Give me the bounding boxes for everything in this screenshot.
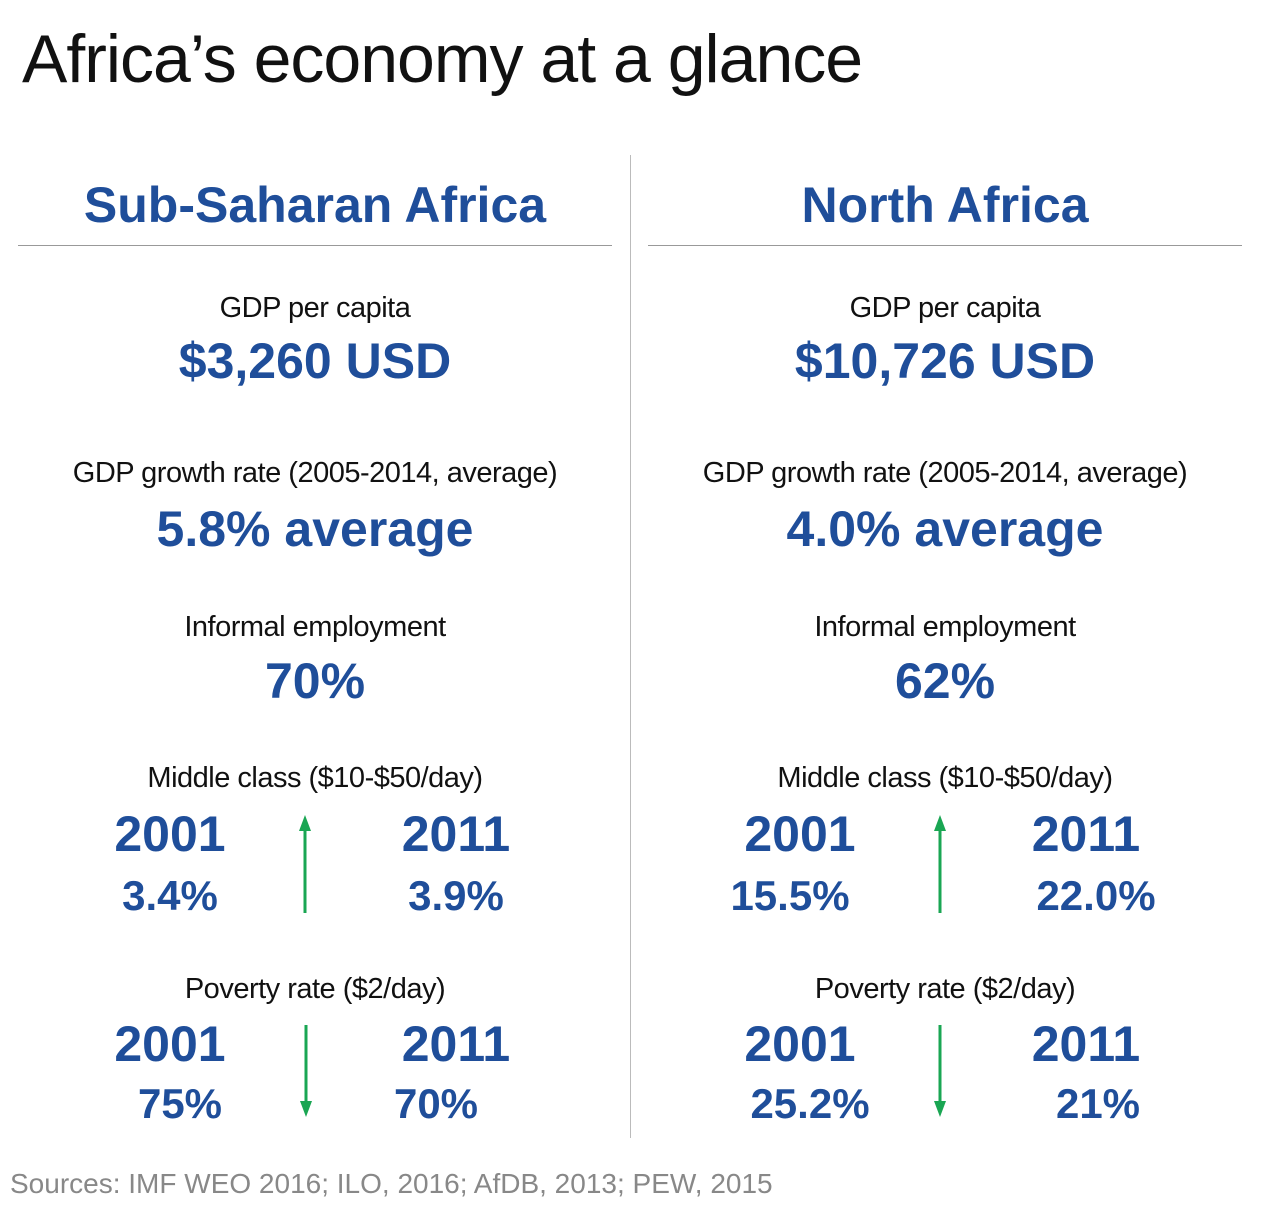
poverty-year-2011: 2011 xyxy=(1031,1016,1141,1072)
growth-value: 5.8% average xyxy=(156,501,474,557)
middle-class-year-2001: 2001 xyxy=(744,806,856,862)
poverty-value-2011: 21% xyxy=(1055,1080,1141,1127)
middle-class-value-2001: 3.4% xyxy=(122,872,218,919)
region-title: North Africa xyxy=(801,177,1089,233)
gdp-value: $10,726 USD xyxy=(794,333,1096,389)
arrow-up-icon xyxy=(934,815,946,913)
gdp-value: $3,260 USD xyxy=(178,333,452,389)
middle-class-value-2011: 3.9% xyxy=(408,872,504,919)
middle-class-value-2011: 22.0% xyxy=(1036,872,1156,919)
region-title-rule xyxy=(648,245,1242,246)
region-title: Sub-Saharan Africa xyxy=(83,177,547,233)
arrow-down-icon xyxy=(300,1025,312,1117)
growth-label: GDP growth rate (2005-2014, average) xyxy=(702,457,1188,489)
gdp-label: GDP per capita xyxy=(849,292,1041,324)
region-panel-sub-saharan: Sub-Saharan Africa GDP per capita $3,260… xyxy=(18,150,612,1150)
arrow-up-icon xyxy=(299,815,311,913)
growth-value: 4.0% average xyxy=(786,501,1104,557)
middle-class-year-2011: 2011 xyxy=(401,806,511,862)
middle-class-value-2001: 15.5% xyxy=(730,872,850,919)
informal-label: Informal employment xyxy=(814,611,1076,643)
poverty-year-2001: 2001 xyxy=(744,1016,856,1072)
column-divider xyxy=(630,155,631,1138)
informal-value: 70% xyxy=(264,653,366,709)
poverty-value-2001: 75% xyxy=(137,1080,223,1127)
middle-class-label: Middle class ($10-$50/day) xyxy=(147,762,483,794)
gdp-label: GDP per capita xyxy=(219,292,411,324)
region-title-rule xyxy=(18,245,612,246)
poverty-value-2001: 25.2% xyxy=(750,1080,870,1127)
informal-label: Informal employment xyxy=(184,611,446,643)
middle-class-label: Middle class ($10-$50/day) xyxy=(777,762,1113,794)
middle-class-year-2011: 2011 xyxy=(1031,806,1141,862)
poverty-label: Poverty rate ($2/day) xyxy=(184,973,446,1005)
sources-note: Sources: IMF WEO 2016; ILO, 2016; AfDB, … xyxy=(10,1168,773,1199)
page-title: Africa’s economy at a glance xyxy=(22,21,863,97)
poverty-value-2011: 70% xyxy=(393,1080,479,1127)
poverty-year-2001: 2001 xyxy=(114,1016,226,1072)
poverty-year-2011: 2011 xyxy=(401,1016,511,1072)
region-panel-north-africa: North Africa GDP per capita $10,726 USD … xyxy=(648,150,1242,1150)
arrow-down-icon xyxy=(934,1025,946,1117)
middle-class-year-2001: 2001 xyxy=(114,806,226,862)
poverty-label: Poverty rate ($2/day) xyxy=(814,973,1076,1005)
informal-value: 62% xyxy=(894,653,996,709)
growth-label: GDP growth rate (2005-2014, average) xyxy=(72,457,558,489)
